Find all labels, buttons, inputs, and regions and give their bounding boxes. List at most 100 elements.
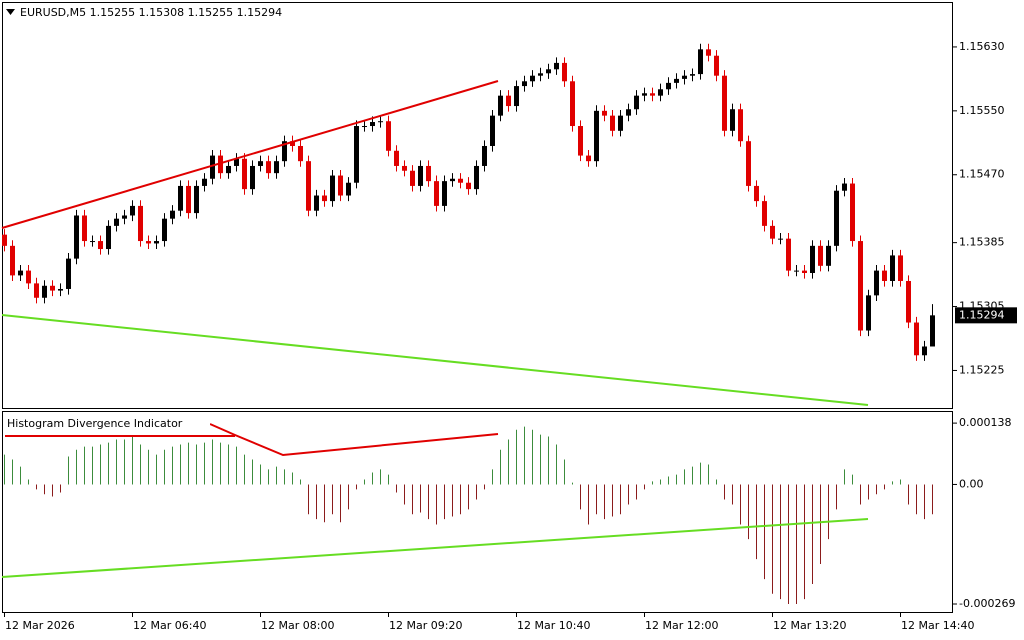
candle-body [378, 121, 383, 123]
candle-body [818, 245, 823, 266]
candle-body [498, 95, 503, 116]
menu-triangle[interactable] [6, 9, 15, 15]
candle-body [922, 346, 927, 356]
candle-body [674, 78, 679, 83]
last-price-label: 1.15294 [959, 308, 1005, 321]
candle-body [858, 241, 863, 331]
chart-title: EURUSD,M5 1.15255 1.15308 1.15255 1.1529… [20, 6, 282, 19]
candle-body [266, 161, 271, 174]
candle-body [794, 270, 799, 272]
x-tick-label: 12 Mar 08:00 [261, 619, 334, 632]
candle-body [722, 75, 727, 131]
y-tick-label: -0.000269 [959, 597, 1015, 610]
candle-body [442, 181, 447, 206]
candle-body [762, 201, 767, 226]
indicator-trendline [1, 518, 869, 578]
candle-body [298, 145, 303, 162]
candle-body [362, 126, 367, 128]
candle-body [634, 95, 639, 110]
candle-body [850, 183, 855, 242]
candle-body [402, 165, 407, 171]
candle-body [338, 175, 343, 196]
candle-body [410, 170, 415, 186]
candle-body [74, 215, 79, 259]
candle-body [730, 109, 735, 131]
candle-body [650, 93, 655, 96]
candle-body [290, 141, 295, 146]
candle-body [642, 93, 647, 96]
candle-body [610, 115, 615, 131]
candle-body [50, 285, 55, 291]
candle-body [210, 155, 215, 179]
main-panel [2, 2, 953, 409]
candle-body [530, 75, 535, 82]
candle-body [586, 155, 591, 162]
candle-body [562, 62, 567, 82]
indicator-trendline [209, 423, 499, 457]
candle-body [426, 165, 431, 182]
candle-body [538, 73, 543, 76]
y-tick-label: 1.15385 [959, 236, 1005, 249]
candle-body [570, 81, 575, 127]
candle-body [218, 155, 223, 174]
candle-body [826, 245, 831, 266]
candle-body [778, 238, 783, 240]
candle-body [274, 161, 279, 174]
x-tick-label: 12 Mar 13:20 [773, 619, 846, 632]
candle-body [146, 241, 151, 244]
y-tick-label: 0.00 [959, 477, 984, 490]
candle-body [450, 178, 455, 182]
candle-body [482, 145, 487, 166]
x-tick-label: 12 Mar 09:20 [389, 619, 462, 632]
candle-body [770, 225, 775, 239]
candle-body [282, 141, 287, 162]
candle-body [202, 178, 207, 186]
candle-body [506, 95, 511, 107]
candle-body [594, 110, 599, 162]
candle-body [906, 280, 911, 323]
candle-body [10, 245, 15, 276]
candle-body [114, 218, 119, 226]
x-tick-label: 12 Mar 12:00 [645, 619, 718, 632]
candle-body [322, 195, 327, 202]
candle-body [250, 165, 255, 190]
candle-body [26, 270, 31, 284]
candle-body [458, 178, 463, 183]
candle-body [810, 245, 815, 273]
candle-body [234, 158, 239, 166]
candle-body [666, 82, 671, 90]
candle-body [90, 241, 95, 243]
candle-body [394, 150, 399, 166]
candle-body [178, 185, 183, 211]
candle-body [658, 89, 663, 96]
candle-body [418, 165, 423, 186]
x-tick-label: 12 Mar 14:40 [901, 619, 974, 632]
candle-body [370, 122, 375, 127]
candle-body [106, 225, 111, 250]
candle-body [698, 49, 703, 75]
candle-body [890, 255, 895, 281]
candle-body [130, 205, 135, 216]
y-tick-label: 1.15225 [959, 363, 1005, 376]
candle-body [58, 288, 63, 291]
candle-body [186, 185, 191, 214]
candle-body [554, 62, 559, 70]
candle-body [258, 161, 263, 166]
candle-body [66, 258, 71, 289]
candle-body [602, 110, 607, 116]
candle-body [122, 215, 127, 219]
candle-body [746, 141, 751, 186]
y-tick-label: 1.15470 [959, 168, 1005, 181]
candle-body [914, 322, 919, 356]
candle-body [522, 81, 527, 87]
candle-body [434, 181, 439, 206]
candle-body [514, 86, 519, 107]
candle-body [82, 215, 87, 242]
candle-body [714, 55, 719, 76]
x-tick-label: 12 Mar 10:40 [517, 619, 590, 632]
candle-body [98, 241, 103, 250]
candle-body [626, 109, 631, 116]
candle-body [466, 182, 471, 190]
candle-body [346, 182, 351, 196]
